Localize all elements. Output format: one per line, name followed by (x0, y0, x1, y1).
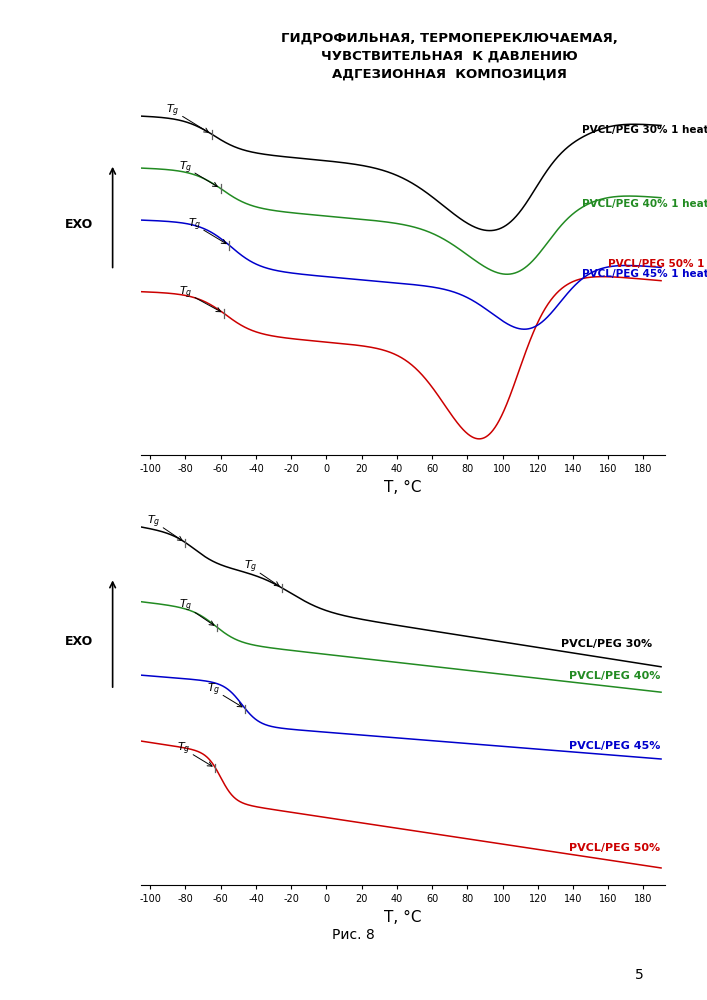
Text: PVCL/PEG 30%: PVCL/PEG 30% (561, 639, 652, 649)
Text: $T_g$: $T_g$ (179, 598, 214, 625)
Text: $T_g$: $T_g$ (147, 513, 182, 541)
Text: EXO: EXO (64, 635, 93, 648)
Text: PVCL/PEG 40%: PVCL/PEG 40% (569, 671, 661, 681)
Text: PVCL/PEG 45%: PVCL/PEG 45% (569, 741, 661, 751)
Text: $T_g$: $T_g$ (244, 559, 279, 586)
Text: PVCL/PEG 45% 1 heat: PVCL/PEG 45% 1 heat (582, 269, 707, 279)
Text: 5: 5 (635, 968, 643, 982)
Text: $T_g$: $T_g$ (177, 741, 212, 766)
Text: $T_g$: $T_g$ (187, 216, 226, 244)
Text: Рис. 8: Рис. 8 (332, 928, 375, 942)
Text: PVCL/PEG 40% 1 heat: PVCL/PEG 40% 1 heat (582, 199, 707, 209)
Text: $T_g$: $T_g$ (166, 102, 209, 132)
Text: $T_g$: $T_g$ (207, 681, 242, 707)
Text: PVCL/PEG 30% 1 heat: PVCL/PEG 30% 1 heat (582, 125, 707, 135)
Text: $T_g$: $T_g$ (179, 159, 217, 187)
Text: ГИДРОФИЛЬНАЯ, ТЕРМОПЕРЕКЛЮЧАЕМАЯ,
ЧУВСТВИТЕЛЬНАЯ  К ДАВЛЕНИЮ
АДГЕЗИОННАЯ  КОМПОЗ: ГИДРОФИЛЬНАЯ, ТЕРМОПЕРЕКЛЮЧАЕМАЯ, ЧУВСТВ… (281, 32, 617, 81)
Text: PVCL/PEG 50% 1 heat: PVCL/PEG 50% 1 heat (608, 259, 707, 269)
X-axis label: T, °C: T, °C (384, 910, 422, 925)
X-axis label: T, °C: T, °C (384, 480, 422, 495)
Text: $T_g$: $T_g$ (179, 284, 221, 312)
Text: PVCL/PEG 50%: PVCL/PEG 50% (569, 843, 660, 853)
Text: EXO: EXO (64, 218, 93, 231)
